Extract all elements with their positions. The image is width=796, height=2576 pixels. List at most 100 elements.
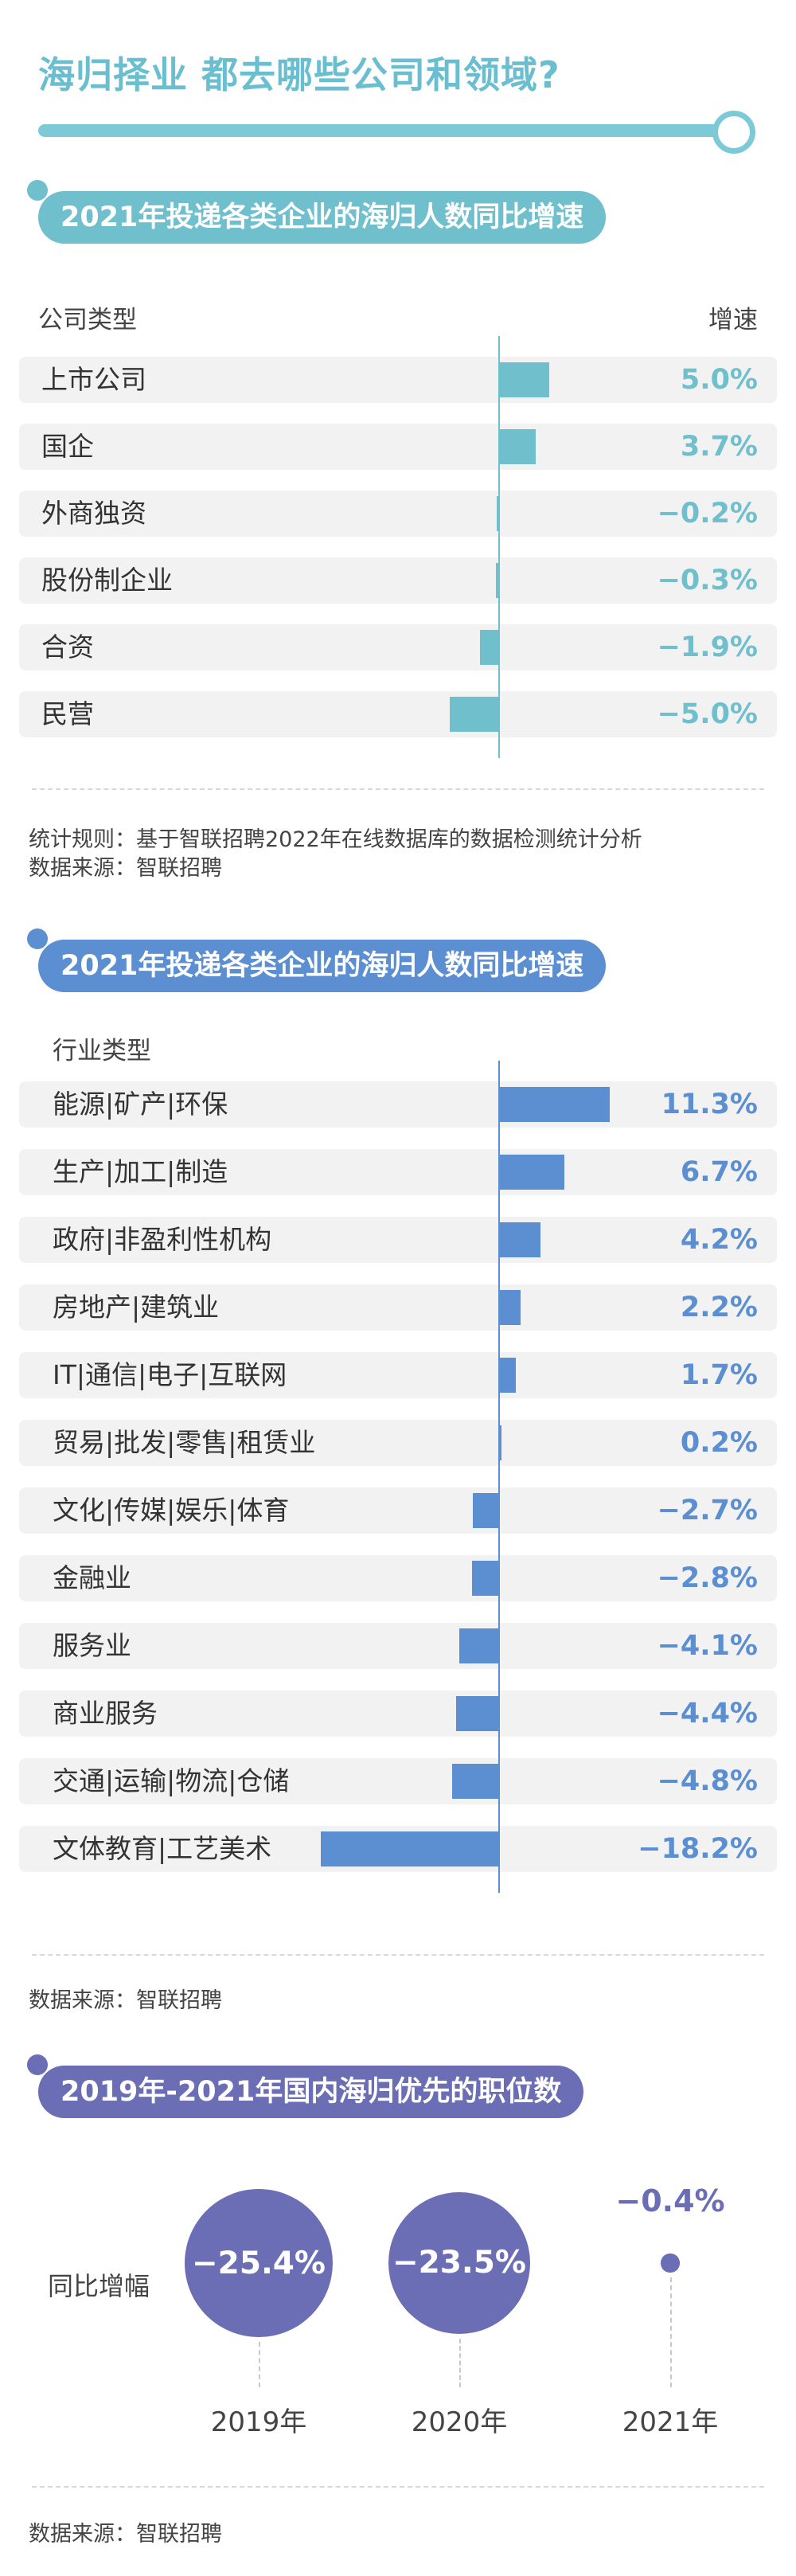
chart-row-bg — [19, 1081, 777, 1128]
section1-source-note: 数据来源：智联招聘 — [29, 856, 222, 881]
category-label: 股份制企业 — [41, 565, 173, 596]
guide-line — [459, 2339, 461, 2387]
title-underline-bar — [38, 124, 731, 137]
chart-row-bg — [19, 1352, 777, 1398]
category-label: 房地产|建筑业 — [53, 1292, 220, 1323]
category-label: 商业服务 — [53, 1698, 158, 1729]
category-label: 国企 — [41, 431, 94, 462]
section3-divider — [32, 2486, 764, 2488]
bar — [451, 1764, 499, 1799]
bar — [499, 429, 537, 464]
bar — [499, 1358, 516, 1393]
bar — [472, 1493, 499, 1528]
section3-source-note: 数据来源：智联招聘 — [29, 2522, 222, 2547]
chart-row-bg — [19, 1217, 777, 1263]
bar — [499, 1290, 521, 1325]
value-label: −0.3% — [657, 565, 758, 596]
chart-row-bg — [19, 691, 777, 737]
chart-row-bg — [19, 424, 777, 470]
bar — [496, 563, 499, 598]
chart-row-bg — [19, 1487, 777, 1534]
value-label: 2.2% — [680, 1292, 758, 1323]
section2-col-label: 行业类型 — [53, 1037, 151, 1065]
value-label: −1.9% — [657, 631, 758, 663]
section1-divider — [32, 788, 764, 790]
value-label: −5.0% — [657, 698, 758, 730]
chart-row-bg — [19, 1420, 777, 1466]
bar — [449, 697, 499, 732]
chart-row-bg — [19, 357, 777, 403]
section1-rule-note: 统计规则：基于智联招聘2022年在线数据库的数据检测统计分析 — [29, 827, 642, 852]
zero-axis — [498, 1061, 500, 1893]
category-label: 生产|加工|制造 — [53, 1156, 228, 1187]
bar — [499, 1155, 565, 1190]
value-label: 4.2% — [680, 1224, 758, 1256]
chart-row-bg — [19, 1623, 777, 1669]
value-label: 6.7% — [680, 1156, 758, 1188]
value-label: 5.0% — [680, 364, 758, 396]
section3-dot — [27, 2054, 48, 2075]
guide-line — [259, 2342, 260, 2387]
bar — [321, 1831, 499, 1867]
value-label: −0.2% — [657, 498, 758, 530]
value-label: 3.7% — [680, 431, 758, 463]
category-label: 合资 — [41, 631, 94, 663]
category-label: 民营 — [41, 698, 94, 729]
section2-title: 2021年投递各类企业的海归人数同比增速 — [38, 940, 607, 992]
chart-row-bg — [19, 1826, 777, 1872]
section2-divider — [32, 1954, 764, 1956]
category-label: 能源|矿产|环保 — [53, 1089, 228, 1120]
bar — [455, 1696, 499, 1731]
guide-line — [670, 2277, 672, 2387]
chart-row-bg — [19, 1149, 777, 1195]
year-label: 2020年 — [411, 2406, 508, 2438]
value-label: −18.2% — [638, 1833, 758, 1865]
value-label: −4.4% — [657, 1698, 758, 1730]
bar — [480, 630, 499, 665]
bar — [471, 1561, 499, 1596]
value-label: 0.2% — [680, 1427, 758, 1459]
category-label: 上市公司 — [41, 364, 146, 395]
bar — [499, 362, 549, 397]
chart-row-bg — [19, 491, 777, 537]
section1-title: 2021年投递各类企业的海归人数同比增速 — [38, 191, 607, 244]
chart-row-bg — [19, 1758, 777, 1804]
year-label: 2019年 — [210, 2406, 307, 2438]
page-title: 海归择业 都去哪些公司和领域? — [38, 53, 560, 96]
value-label: −4.1% — [657, 1630, 758, 1662]
bar — [458, 1628, 499, 1663]
category-label: 金融业 — [53, 1562, 131, 1593]
value-bubble: −23.5% — [388, 2191, 531, 2335]
category-label: 政府|非盈利性机构 — [53, 1224, 272, 1255]
bar — [497, 496, 499, 531]
value-label: −2.8% — [657, 1562, 758, 1594]
bar — [499, 1425, 501, 1460]
section3-title: 2019年-2021年国内海归优先的职位数 — [38, 2066, 584, 2118]
section3-row-label: 同比增幅 — [48, 2271, 150, 2301]
value-bubble: −25.4% — [185, 2189, 333, 2337]
section2-source-note: 数据来源：智联招聘 — [29, 1988, 222, 2013]
category-label: 文体教育|工艺美术 — [53, 1833, 272, 1864]
chart-row-bg — [19, 1555, 777, 1601]
chart-row-bg — [19, 1284, 777, 1331]
value-label: −4.8% — [657, 1765, 758, 1797]
category-label: IT|通信|电子|互联网 — [53, 1359, 287, 1390]
category-label: 交通|运输|物流|仓储 — [53, 1765, 290, 1796]
category-label: 外商独资 — [41, 498, 146, 529]
section1-col-label: 公司类型 — [38, 306, 137, 334]
value-label: −0.4% — [615, 2183, 725, 2218]
year-label: 2021年 — [622, 2406, 719, 2438]
chart-row-bg — [19, 557, 777, 604]
zero-axis — [498, 336, 500, 758]
value-bubble — [661, 2254, 680, 2273]
value-label: −2.7% — [657, 1495, 758, 1526]
category-label: 文化|传媒|娱乐|体育 — [53, 1495, 290, 1526]
value-label: 1.7% — [680, 1359, 758, 1391]
chart-row-bg — [19, 624, 777, 670]
bar — [499, 1087, 610, 1122]
section1-dot — [27, 180, 48, 201]
section2-dot — [27, 928, 48, 949]
